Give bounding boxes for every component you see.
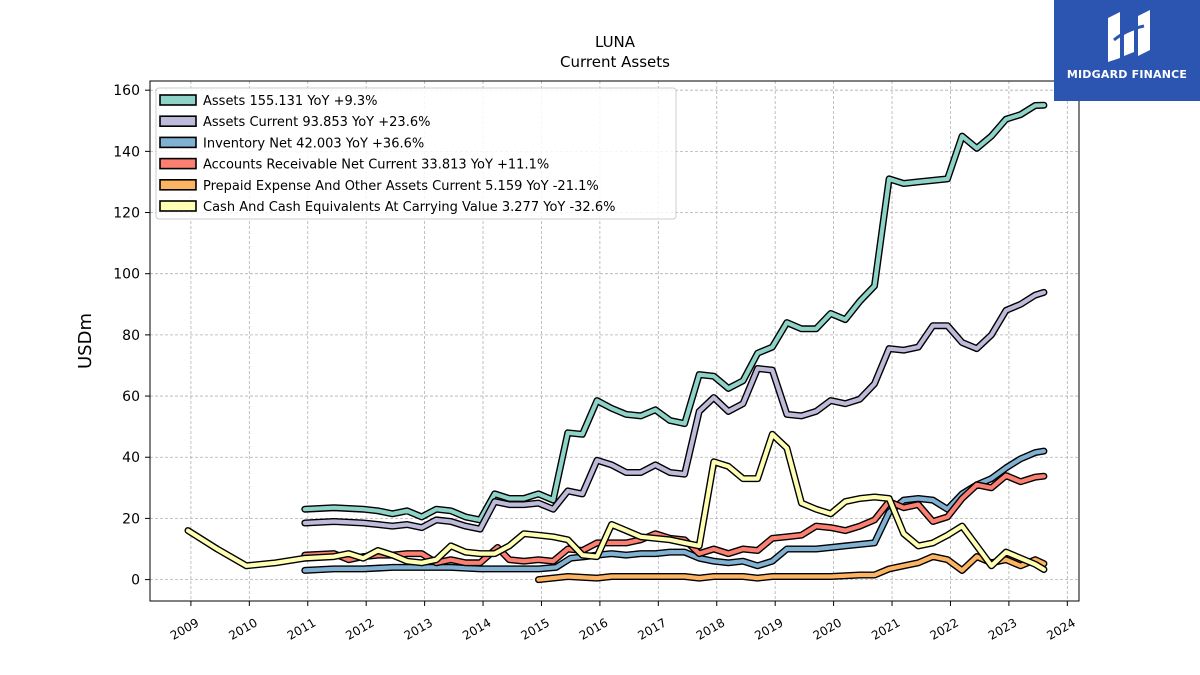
y-tick-label: 40 — [122, 450, 140, 466]
x-tick-label: 2011 — [285, 615, 318, 642]
brand-logo: MIDGARD FINANCE — [1054, 0, 1200, 101]
x-tick-label: 2023 — [986, 615, 1019, 642]
x-tick-label: 2024 — [1044, 615, 1077, 642]
plot-frame — [149, 80, 1080, 602]
y-tick-label: 140 — [113, 144, 140, 160]
y-tick-label: 120 — [113, 206, 140, 222]
x-tick-label: 2017 — [635, 615, 668, 642]
y-tick-label: 160 — [113, 83, 140, 99]
legend-entry: Inventory Net 42.003 YoY +36.6% — [203, 136, 424, 151]
x-tick-label: 2016 — [577, 615, 610, 642]
series-line-assets-current — [302, 290, 1047, 532]
series-lines — [184, 101, 1048, 584]
legend-swatch — [159, 200, 197, 212]
legend-swatch — [159, 157, 197, 170]
legend-entry: Accounts Receivable Net Current 33.813 Y… — [203, 158, 549, 173]
y-tick-label: 100 — [113, 267, 140, 283]
series-line-assets — [302, 103, 1047, 523]
series-line-prepaid-expense-and-other-assets-current — [536, 554, 1047, 582]
y-tick-label: 20 — [122, 511, 140, 527]
chart-title: LUNA — [595, 33, 636, 51]
x-tick-label: 2015 — [519, 615, 552, 642]
x-tick-label: 2009 — [168, 615, 201, 642]
legend-swatch — [159, 94, 197, 106]
x-tick-label: 2018 — [694, 615, 727, 642]
x-tick-label: 2020 — [811, 615, 844, 642]
legend-entry: Assets 155.131 YoY +9.3% — [203, 94, 378, 109]
y-axis-label: USDm — [75, 313, 96, 369]
legend-box — [155, 87, 677, 220]
x-tick-label: 2019 — [752, 615, 785, 642]
legend-entry: Prepaid Expense And Other Assets Current… — [203, 179, 599, 194]
x-tick-label: 2021 — [869, 615, 902, 642]
x-tick-label: 2010 — [226, 615, 259, 642]
legend-swatch — [159, 115, 197, 127]
x-tick-label: 2022 — [928, 615, 961, 642]
legend: Assets 155.131 YoY +9.3% Assets Current 9… — [155, 87, 677, 220]
x-tick-label: 2014 — [460, 615, 493, 642]
y-tick-label: 80 — [122, 328, 140, 344]
x-axis: 2009 2010 2011 2012 2013 2014 2015 2016 2017 2018… — [168, 601, 1078, 643]
y-tick-label: 0 — [131, 573, 140, 589]
y-tick-label: 60 — [122, 389, 140, 405]
x-tick-label: 2012 — [343, 615, 376, 642]
x-tick-label: 2013 — [402, 615, 435, 642]
brand-logo-icon — [1108, 10, 1150, 62]
y-axis: 0 20 40 60 80 100 120 140 160 — [113, 83, 150, 589]
chart-subtitle: Current Assets — [560, 53, 670, 71]
brand-name: MIDGARD FINANCE — [1066, 68, 1188, 81]
legend-swatch — [159, 136, 197, 149]
legend-swatch — [159, 179, 197, 191]
series-line-cash-and-cash-equivalents-at-carrying-value — [185, 432, 1047, 572]
legend-entry: Assets Current 93.853 YoY +23.6% — [203, 115, 430, 130]
legend-entry: Cash And Cash Equivalents At Carrying Va… — [203, 200, 615, 215]
series-line-inventory-net — [302, 449, 1047, 573]
